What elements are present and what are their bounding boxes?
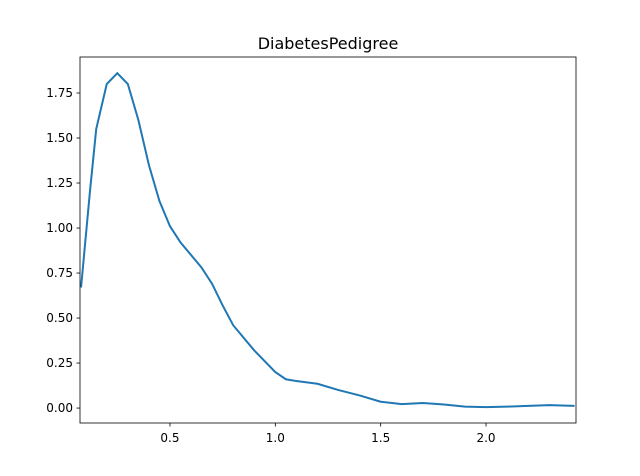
y-tick-label: 1.75: [46, 86, 73, 100]
x-tick-label: 2.0: [476, 431, 495, 445]
y-tick-label: 0.50: [46, 311, 73, 325]
y-tick-label: 1.50: [46, 131, 73, 145]
x-tick-label: 1.5: [371, 431, 390, 445]
y-tick-label: 0.25: [46, 356, 73, 370]
x-tick-label: 0.5: [160, 431, 179, 445]
line: [80, 71, 575, 409]
plot-frame: [79, 56, 577, 424]
y-tick-label: 1.25: [46, 176, 73, 190]
chart-title: DiabetesPedigree: [258, 34, 399, 53]
y-tick-label: 1.00: [46, 221, 73, 235]
x-tick-label: 1.0: [266, 431, 285, 445]
y-tick-label: 0.00: [46, 401, 73, 415]
y-tick-label: 0.75: [46, 266, 73, 280]
